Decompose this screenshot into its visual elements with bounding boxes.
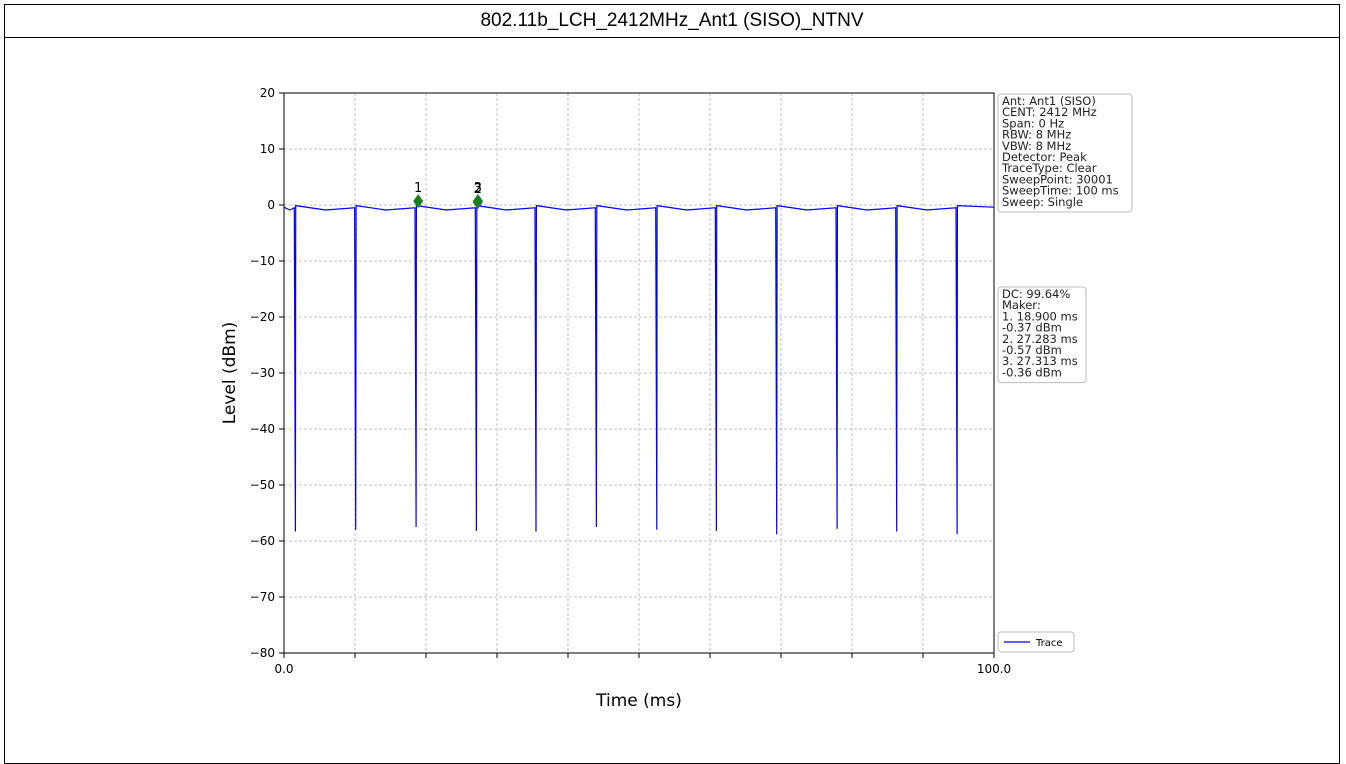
y-tick-label: −60 [250, 534, 275, 548]
y-tick-label: −20 [250, 310, 275, 324]
y-tick-label: 20 [260, 86, 275, 100]
y-tick-label: 10 [260, 142, 275, 156]
marker-info-box: DC: 99.64%Maker:1. 18.900 ms -0.37 dBm2.… [998, 287, 1086, 383]
marker-line: -0.36 dBm [1002, 365, 1062, 379]
settings-line: Sweep: Single [1002, 195, 1083, 209]
y-tick-label: −40 [250, 422, 275, 436]
marker-label: 1 [414, 181, 422, 196]
x-axis-label: Time (ms) [595, 691, 682, 711]
y-tick-label: 0 [267, 198, 275, 212]
legend: Trace [998, 632, 1074, 652]
legend-label: Trace [1035, 638, 1063, 649]
y-tick-label: −30 [250, 366, 275, 380]
y-tick-label: −50 [250, 478, 275, 492]
x-tick-label: 0.0 [274, 662, 293, 676]
x-tick-label: 100.0 [977, 662, 1011, 676]
y-tick-label: −80 [250, 646, 275, 660]
marker-label: 3 [474, 181, 482, 196]
grid [284, 93, 994, 653]
y-tick-label: −70 [250, 590, 275, 604]
y-tick-label: −10 [250, 254, 275, 268]
y-axis-label: Level (dBm) [220, 322, 240, 425]
